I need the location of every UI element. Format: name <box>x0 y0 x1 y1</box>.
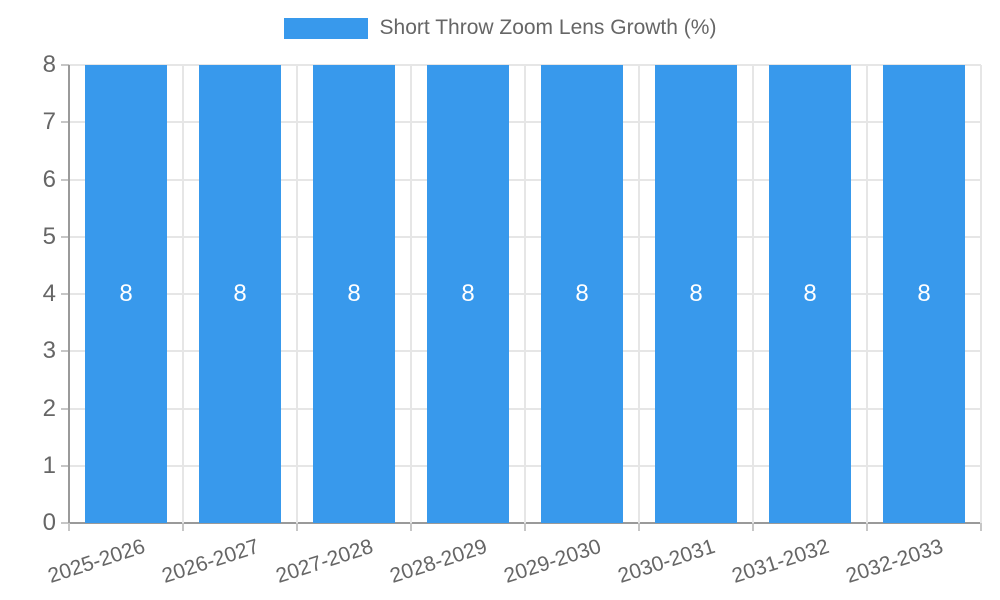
x-tick-label: 2029-2030 <box>500 534 604 588</box>
bar-value-label: 8 <box>461 280 475 307</box>
x-tick-label: 2025-2026 <box>44 534 148 588</box>
bar-2031-2032 <box>769 65 851 523</box>
y-tick-mark <box>61 522 69 524</box>
x-tick-mark <box>752 523 754 531</box>
gridline-vertical <box>866 65 868 523</box>
gridline-vertical <box>524 65 526 523</box>
legend-swatch <box>283 17 368 39</box>
y-tick-mark <box>61 178 69 181</box>
x-tick-mark <box>182 523 184 531</box>
bar-2029-2030 <box>541 65 623 523</box>
gridline-vertical <box>638 65 640 523</box>
y-tick-label: 1 <box>42 451 56 479</box>
x-tick-mark <box>296 523 298 531</box>
y-tick-label: 6 <box>42 165 56 193</box>
bar-2025-2026 <box>85 65 167 523</box>
gridline-vertical <box>182 65 184 523</box>
gridline-vertical <box>410 65 412 523</box>
y-tick-label: 2 <box>42 394 56 422</box>
y-tick-label: 8 <box>42 51 56 78</box>
bar-value-label: 8 <box>347 280 361 307</box>
bar-2030-2031 <box>655 65 737 523</box>
y-tick-mark <box>61 464 69 467</box>
gridline-vertical <box>980 65 982 523</box>
x-tick-label: 2032-2033 <box>842 534 946 588</box>
chart-legend[interactable]: Short Throw Zoom Lens Growth (%) <box>0 16 1000 40</box>
x-tick-label: 2028-2029 <box>386 534 490 588</box>
x-tick-mark <box>68 523 70 531</box>
y-tick-mark <box>61 350 69 353</box>
x-tick-mark <box>524 523 526 531</box>
x-tick-label: 2026-2027 <box>158 534 262 588</box>
y-tick-mark <box>61 407 69 410</box>
y-axis-line <box>68 65 70 523</box>
bar-value-label: 8 <box>917 280 931 307</box>
gridline-vertical <box>296 65 298 523</box>
x-tick-mark <box>410 523 412 531</box>
y-tick-mark <box>61 235 69 238</box>
y-tick-label: 5 <box>42 222 56 250</box>
x-tick-mark <box>980 523 982 531</box>
gridline-vertical <box>752 65 754 523</box>
legend-label: Short Throw Zoom Lens Growth (%) <box>379 16 717 39</box>
y-tick-label: 4 <box>42 280 56 307</box>
bar-value-label: 8 <box>689 280 703 307</box>
bar-value-label: 8 <box>803 280 817 307</box>
y-tick-mark <box>61 64 69 66</box>
x-tick-mark <box>638 523 640 531</box>
y-tick-label: 0 <box>42 509 56 536</box>
y-tick-label: 7 <box>42 108 56 136</box>
bar-2026-2027 <box>199 65 281 523</box>
bar-value-label: 8 <box>119 280 133 307</box>
bar-2028-2029 <box>427 65 509 523</box>
bar-2027-2028 <box>313 65 395 523</box>
y-tick-label: 3 <box>42 337 56 365</box>
x-tick-label: 2027-2028 <box>272 534 376 588</box>
bar-value-label: 8 <box>233 280 247 307</box>
y-tick-mark <box>61 121 69 124</box>
y-tick-mark <box>61 293 69 295</box>
x-tick-mark <box>866 523 868 531</box>
x-tick-label: 2031-2032 <box>728 534 832 588</box>
x-tick-label: 2030-2031 <box>614 534 718 588</box>
bar-value-label: 8 <box>575 280 589 307</box>
bar-2032-2033 <box>883 65 965 523</box>
